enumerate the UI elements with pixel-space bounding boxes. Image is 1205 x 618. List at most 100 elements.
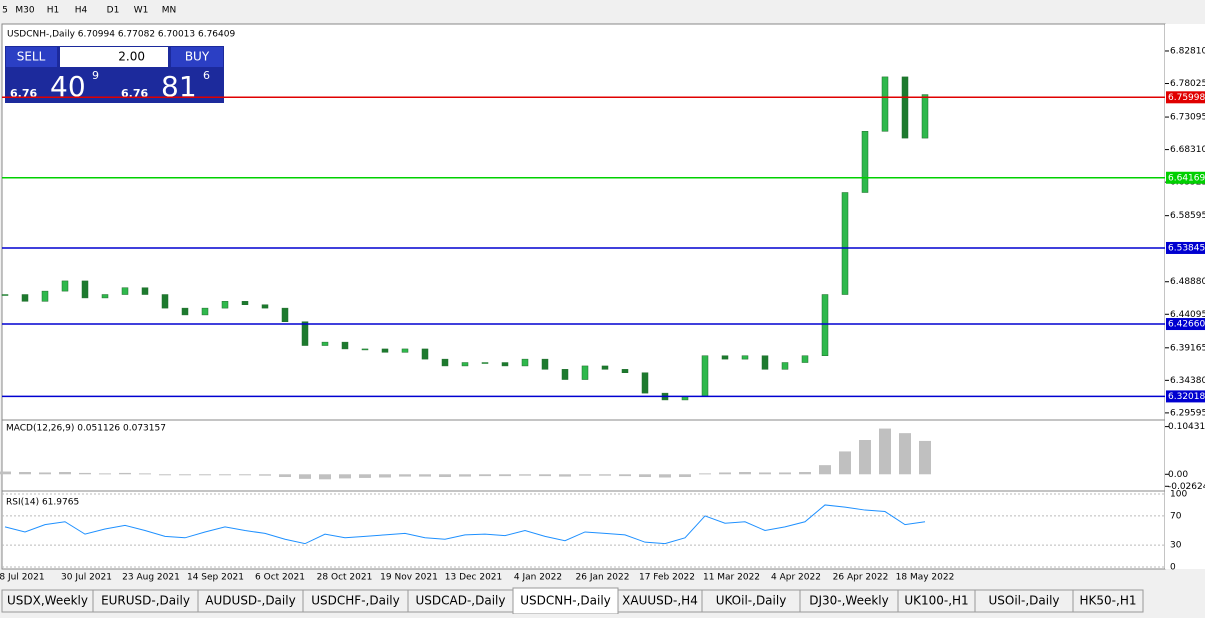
y-tick-label: -0.026240 xyxy=(1168,482,1205,492)
tab-label: UKOil-,Daily xyxy=(716,594,787,608)
candle xyxy=(841,192,849,295)
date-label: 11 Mar 2022 xyxy=(703,573,760,583)
level-label: 6.32018 xyxy=(1168,392,1205,402)
candle xyxy=(501,362,509,367)
tab[interactable] xyxy=(512,587,619,615)
macd-bar xyxy=(679,474,691,478)
macd-bar xyxy=(699,473,711,475)
macd-bar xyxy=(399,474,411,477)
macd-bar xyxy=(519,474,531,476)
tab-label: USOil-,Daily xyxy=(988,594,1059,608)
bid-small: 9 xyxy=(92,69,99,82)
candle xyxy=(721,355,729,360)
level-tag xyxy=(1166,171,1205,184)
macd-bar xyxy=(899,433,911,475)
candle xyxy=(321,341,329,346)
candle xyxy=(921,94,929,139)
macd-bar xyxy=(279,474,291,478)
candle xyxy=(481,362,489,364)
sell-button[interactable] xyxy=(6,47,57,67)
macd-bar xyxy=(499,474,511,477)
macd-bar xyxy=(579,474,591,476)
timeframe[interactable]: H1 xyxy=(47,6,60,16)
timeframe[interactable]: M30 xyxy=(15,6,34,16)
candle xyxy=(561,369,569,380)
macd-bar xyxy=(739,472,751,475)
macd-label: MACD(12,26,9) 0.051126 0.073157 xyxy=(6,424,166,434)
candle xyxy=(361,348,369,351)
date-label: 19 Nov 2021 xyxy=(380,573,438,583)
macd-bar xyxy=(339,474,351,479)
macd-bar xyxy=(179,474,191,476)
timeframe[interactable]: D1 xyxy=(107,6,120,16)
macd-bar xyxy=(119,472,131,475)
macd-bar xyxy=(919,440,931,475)
macd-bar xyxy=(439,474,451,478)
candle xyxy=(381,348,389,353)
tab-label: AUDUSD-,Daily xyxy=(205,594,295,608)
macd-bar xyxy=(139,473,151,475)
macd-bar xyxy=(99,473,111,475)
candle xyxy=(301,321,309,346)
candle xyxy=(881,76,889,132)
candle xyxy=(701,355,709,397)
macd-bar xyxy=(479,474,491,477)
rsi-line xyxy=(4,504,926,545)
y-tick-label: 6.82810 xyxy=(1170,46,1205,56)
level-tag xyxy=(1166,91,1205,104)
timeframe[interactable]: 5 xyxy=(2,6,8,16)
chart-header: USDCNH-,Daily 6.70994 6.77082 6.70013 6.… xyxy=(7,30,235,40)
macd-bar xyxy=(639,474,651,478)
sell-label: SELL xyxy=(17,50,46,64)
y-tick-label: 6.34380 xyxy=(1170,376,1205,386)
tab-label: HK50-,H1 xyxy=(1080,594,1137,608)
macd-bar xyxy=(659,474,671,478)
candle xyxy=(201,307,209,316)
macd-bar xyxy=(0,471,11,475)
buy-button[interactable] xyxy=(171,47,223,67)
candle xyxy=(161,294,169,309)
candle xyxy=(761,355,769,370)
buy-label: BUY xyxy=(185,50,210,64)
date-label: 26 Apr 2022 xyxy=(833,573,889,583)
ask-small: 6 xyxy=(203,69,210,82)
candle xyxy=(101,294,109,299)
date-label: 18 May 2022 xyxy=(896,573,955,583)
macd-bar xyxy=(859,440,871,475)
y-tick-label: 6.39165 xyxy=(1170,343,1205,353)
y-tick-label: 0.104313 xyxy=(1168,422,1205,432)
timeframe[interactable]: W1 xyxy=(134,6,149,16)
timeframe[interactable]: H4 xyxy=(75,6,88,16)
macd-bar xyxy=(199,474,211,476)
date-label: 8 Jul 2021 xyxy=(0,573,45,583)
date-label: 30 Jul 2021 xyxy=(61,573,112,583)
volume-input[interactable] xyxy=(60,47,168,67)
macd-bar xyxy=(359,474,371,478)
macd-bar xyxy=(319,474,331,480)
tab[interactable] xyxy=(1072,589,1144,613)
candle xyxy=(461,362,469,367)
candle xyxy=(261,304,269,309)
macd-bar xyxy=(379,474,391,478)
toolbar xyxy=(0,0,1205,22)
candle xyxy=(221,301,229,309)
date-label: 4 Apr 2022 xyxy=(771,573,821,583)
date-label: 14 Sep 2021 xyxy=(187,573,244,583)
candle xyxy=(241,301,249,305)
candle xyxy=(181,307,189,316)
candle xyxy=(441,358,449,367)
candle xyxy=(341,341,349,350)
candle xyxy=(821,294,829,356)
timeframe[interactable]: MN xyxy=(162,6,177,16)
tab-label: DJ30-,Weekly xyxy=(809,594,889,608)
y-tick-label: 6.58595 xyxy=(1170,211,1205,221)
candle xyxy=(61,280,69,292)
candle xyxy=(21,294,29,302)
macd-bar xyxy=(219,474,231,476)
volume: 2.00 xyxy=(118,50,145,64)
macd-bar xyxy=(839,451,851,475)
y-tick-label: 6.48880 xyxy=(1170,277,1205,287)
date-label: 26 Jan 2022 xyxy=(576,573,630,583)
macd-bar xyxy=(599,474,611,476)
